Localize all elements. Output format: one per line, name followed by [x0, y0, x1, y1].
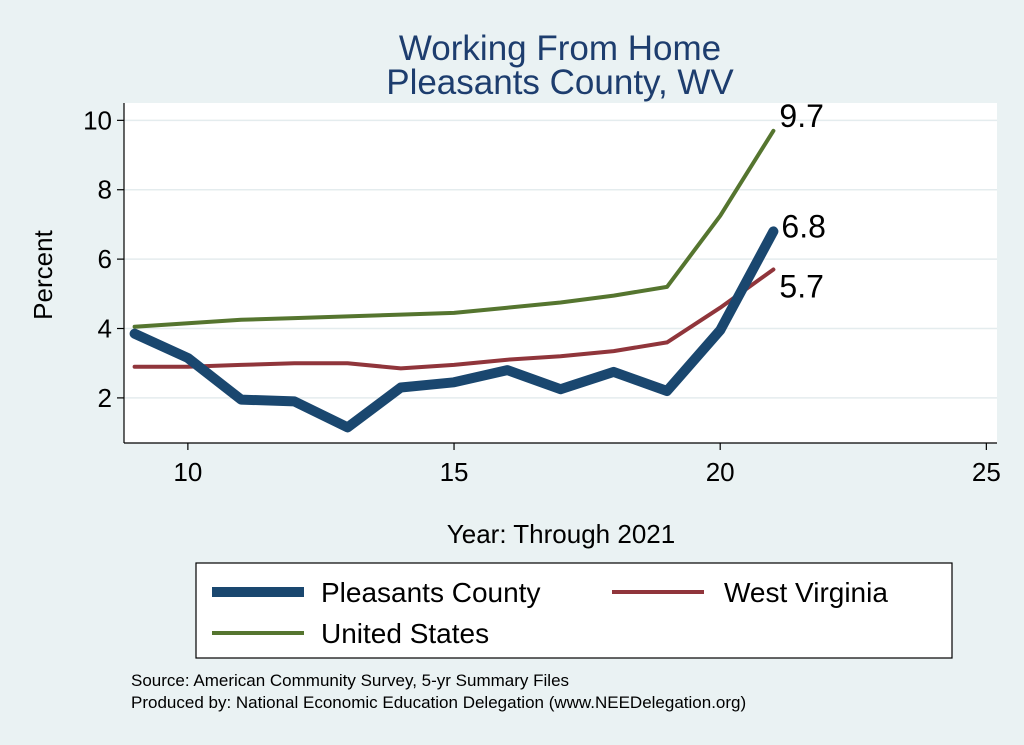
end-label-west-virginia: 5.7	[779, 269, 823, 305]
x-axis-title: Year: Through 2021	[447, 519, 675, 549]
y-tick-label: 8	[98, 175, 112, 205]
y-axis-title: Percent	[28, 229, 58, 319]
legend-label: Pleasants County	[321, 577, 540, 608]
x-tick-label: 15	[440, 457, 469, 487]
x-tick-label: 20	[706, 457, 735, 487]
y-tick-label: 2	[98, 383, 112, 413]
series-line-pleasants-county	[129, 226, 779, 433]
chart-title-line-1: Working From Home	[399, 29, 721, 68]
chart-title-line-2: Pleasants County, WV	[386, 63, 734, 102]
legend-label: West Virginia	[724, 577, 888, 608]
x-tick-label: 10	[173, 457, 202, 487]
legend-item-united-states: United States	[212, 618, 489, 649]
y-tick-label: 4	[98, 314, 112, 344]
produced-by-note: Produced by: National Economic Education…	[131, 693, 746, 712]
y-tick-label: 6	[98, 244, 112, 274]
legend-label: United States	[321, 618, 489, 649]
end-labels: 9.7 5.7 6.8	[779, 98, 825, 305]
source-note: Source: American Community Survey, 5-yr …	[131, 671, 569, 690]
legend-item-pleasants-county: Pleasants County	[212, 577, 540, 608]
x-tick-label: 25	[972, 457, 1001, 487]
series-line-west-virginia	[132, 267, 776, 371]
legend-box	[195, 562, 953, 659]
series-lines	[129, 128, 779, 433]
end-label-united-states: 9.7	[779, 98, 823, 134]
y-tick-label: 10	[83, 105, 112, 135]
axis-ticks: 2 4 6 8 10 10 15 20 25	[83, 105, 1001, 487]
series-line-united-states	[132, 128, 776, 329]
end-label-pleasants-county: 6.8	[781, 208, 825, 244]
legend-item-west-virginia: West Virginia	[612, 577, 888, 608]
